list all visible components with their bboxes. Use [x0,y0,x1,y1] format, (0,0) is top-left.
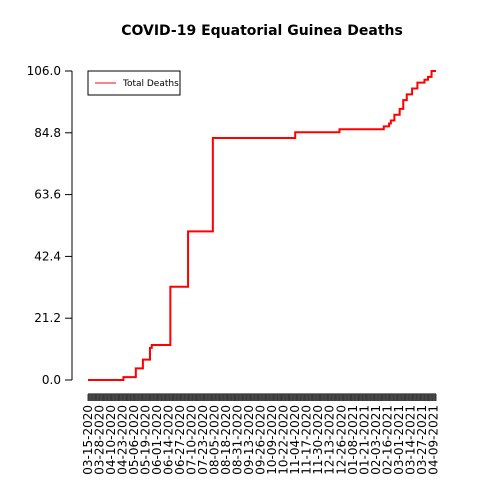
x-tick-label: 08-05-2020 [208,405,222,475]
x-tick-label: 08-18-2020 [219,405,233,475]
y-axis: 0.0 21.2 42.4 63.6 84.8 106.0 [27,64,73,387]
x-tick-label: 03-27-2021 [415,405,429,475]
series-line-total-deaths [88,70,436,381]
x-tick-label: 04-09-2021 [426,405,440,475]
x-tick-label: 03-28-2020 [93,405,107,475]
x-tick-label: 09-26-2020 [254,405,268,475]
legend: Total Deaths [87,70,181,96]
y-tick-label: 106.0 [27,64,61,78]
x-tick-label: 09-13-2020 [242,405,256,475]
legend-label: Total Deaths [122,79,179,89]
x-tick-label: 03-15-2020 [81,405,95,475]
x-tick-label: 05-06-2020 [127,405,141,475]
x-tick-label: 02-03-2021 [369,405,383,475]
x-tick-label: 05-19-2020 [139,405,153,475]
x-tick-label: 03-14-2021 [403,405,417,475]
x-tick-label: 07-10-2020 [185,405,199,475]
x-tick-label: 04-10-2020 [104,405,118,475]
chart-title: COVID-19 Equatorial Guinea Deaths [121,23,403,39]
y-tick-label: 42.4 [34,249,61,263]
series-layer [88,70,436,381]
x-tick-label: 08-31-2020 [231,405,245,475]
x-tick-label: 07-23-2020 [196,405,210,475]
x-tick-label: 01-08-2021 [346,405,360,475]
x-tick-label: 10-22-2020 [277,405,291,475]
x-tick-label: 06-14-2020 [162,405,176,475]
y-tick-label: 0.0 [42,373,61,387]
x-tick-label: 04-23-2020 [116,405,130,475]
x-tick-label: 01-21-2021 [357,405,371,475]
x-tick-label: 11-30-2020 [311,405,325,475]
x-tick-label: 11-17-2020 [300,405,314,475]
y-tick-label: 63.6 [34,188,61,202]
x-tick-label: 06-01-2020 [150,405,164,475]
y-tick-label: 84.8 [34,126,61,140]
x-tick-label: 12-26-2020 [334,405,348,475]
x-tick-label: 12-13-2020 [323,405,337,475]
x-tick-label: 11-04-2020 [288,405,302,475]
y-tick-label: 21.2 [34,311,61,325]
x-tick-label: 06-27-2020 [173,405,187,475]
x-tick-label: 02-16-2021 [380,405,394,475]
x-tick-label: 03-01-2021 [392,405,406,475]
x-axis: 03-15-202003-28-202004-10-202004-23-2020… [81,393,440,475]
x-tick-label: 10-09-2020 [265,405,279,475]
